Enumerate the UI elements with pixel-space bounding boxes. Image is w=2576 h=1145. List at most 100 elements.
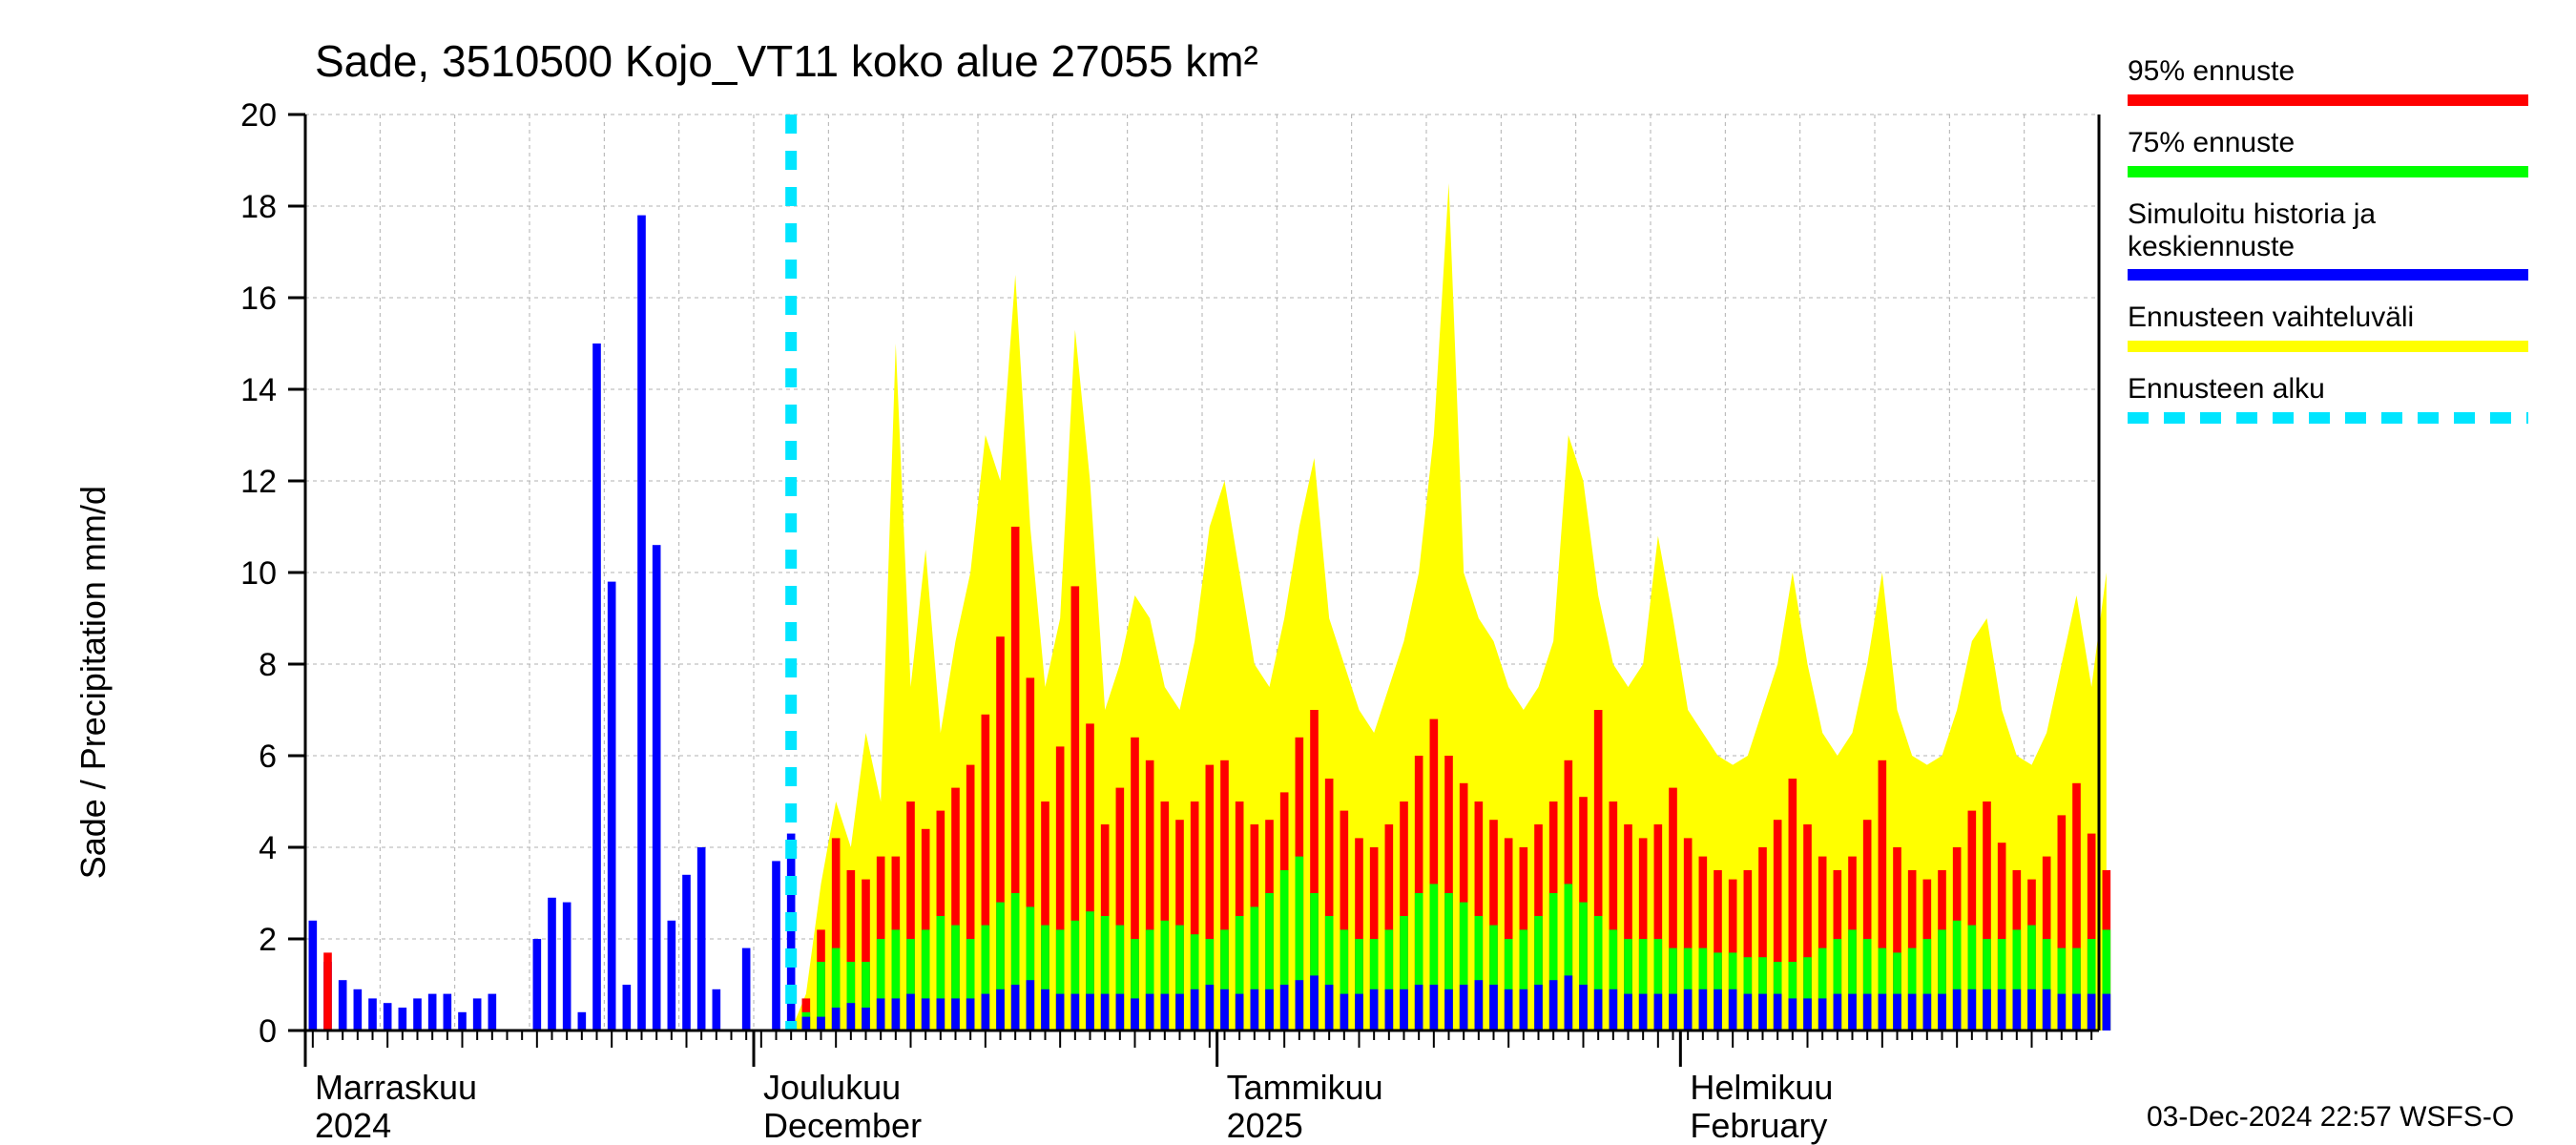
y-tick-label: 20 [240,97,277,134]
median-bar [906,994,915,1030]
median-bar [1370,989,1379,1030]
median-bar [1340,994,1349,1030]
median-bar [1251,989,1259,1030]
median-bar [1131,998,1139,1030]
y-tick-label: 10 [240,555,277,592]
median-bar [1116,994,1125,1030]
median-bar [1086,994,1094,1030]
legend-label: keskiennuste [2128,231,2295,262]
month-label-bottom: 2025 [1227,1106,1303,1145]
median-bar [1265,989,1274,1030]
history-bar [608,582,616,1030]
month-label-top: Tammikuu [1227,1068,1383,1107]
history-bar [668,921,676,1030]
history-bar [578,1012,587,1030]
history-bar [458,1012,467,1030]
history-bar [548,898,556,1030]
median-bar [1505,989,1513,1030]
legend-label: 95% ennuste [2128,55,2295,87]
median-bar [1400,989,1408,1030]
y-tick-label: 18 [240,189,277,225]
median-bar [832,1008,841,1030]
history-bar [533,939,542,1030]
median-bar [1191,989,1199,1030]
median-bar [1520,989,1528,1030]
median-bar [937,998,945,1030]
legend-label: Ennusteen alku [2128,373,2325,405]
median-bar [1654,994,1663,1030]
median-bar [2058,994,2067,1030]
median-bar [1444,989,1453,1030]
median-bar [1818,998,1827,1030]
history-bar [339,980,347,1030]
median-bar [1803,998,1812,1030]
history-bar [444,994,452,1030]
median-bar [1610,989,1618,1030]
median-bar [2043,989,2051,1030]
median-bar [1296,980,1304,1030]
median-bar [1758,994,1767,1030]
median-bar [1041,989,1049,1030]
median-bar [892,998,901,1030]
median-bar [1071,994,1080,1030]
median-bar [966,998,975,1030]
median-bar [847,1003,856,1030]
median-bar [1385,989,1394,1030]
median-bar [1161,994,1170,1030]
history-bar [309,921,318,1030]
median-bar [2072,994,2081,1030]
median-bar [1489,985,1498,1030]
median-bar [1968,989,1977,1030]
median-bar [1175,994,1184,1030]
median-bar [877,998,885,1030]
median-bar [1863,994,1872,1030]
median-bar [1594,989,1603,1030]
legend-label: Simuloitu historia ja [2128,198,2376,230]
history-bar [697,847,706,1030]
month-label-top: Marraskuu [315,1068,477,1107]
history-bar [354,989,363,1030]
median-bar [1848,994,1857,1030]
history-bar [623,985,632,1030]
history-bar [563,903,571,1030]
history-bar [772,861,780,1030]
y-tick-label: 12 [240,464,277,500]
y-tick-label: 16 [240,281,277,317]
chart-footer: 03-Dec-2024 22:57 WSFS-O [2147,1101,2514,1133]
median-bar [982,994,990,1030]
history-bar [368,998,377,1030]
median-bar [1834,994,1842,1030]
median-bar [1789,998,1797,1030]
history-bar [653,545,661,1030]
median-bar [1027,980,1035,1030]
median-bar [1475,980,1484,1030]
median-bar [1056,994,1065,1030]
y-tick-label: 14 [240,372,277,408]
median-bar [1549,980,1558,1030]
median-bar [1146,994,1154,1030]
history-bar [682,875,691,1030]
median-bar [1415,985,1423,1030]
median-bar [1699,989,1708,1030]
median-bar [1206,985,1215,1030]
chart-title: Sade, 3510500 Kojo_VT11 koko alue 27055 … [315,36,1258,86]
history-bar [742,948,751,1030]
median-bar [1236,994,1244,1030]
median-bar [1684,989,1693,1030]
median-bar [2103,994,2111,1030]
history-bar [713,989,721,1030]
y-tick-label: 0 [259,1013,277,1050]
month-label-bottom: December [763,1106,922,1145]
median-bar [1774,994,1782,1030]
median-bar [1953,989,1962,1030]
median-bar [1669,994,1677,1030]
median-bar [1893,994,1901,1030]
history-bar [488,994,497,1030]
median-bar [1729,989,1737,1030]
median-bar [1460,985,1468,1030]
median-bar [1355,994,1363,1030]
median-bar [1579,985,1588,1030]
median-bar [1101,994,1110,1030]
month-label-bottom: February [1690,1106,1827,1145]
median-bar [1639,994,1648,1030]
